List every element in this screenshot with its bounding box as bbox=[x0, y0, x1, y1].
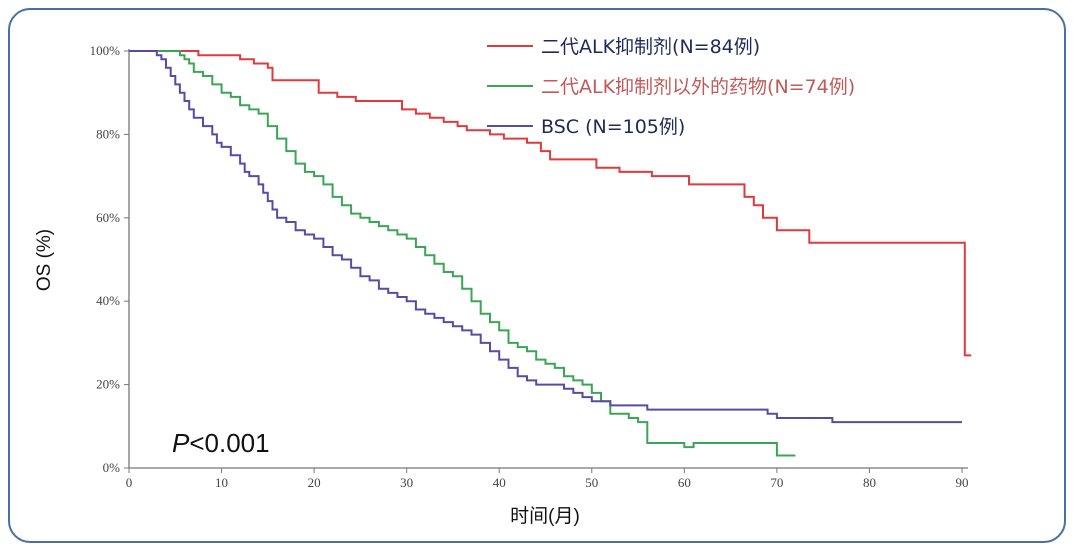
y-tick-label: 20% bbox=[96, 377, 120, 392]
p-value-number: <0.001 bbox=[189, 428, 269, 458]
series-layer bbox=[129, 50, 972, 457]
legend-label-2: 二代ALK抑制剂以外的药物(N=74例) bbox=[541, 76, 855, 98]
x-tick-label: 90 bbox=[956, 475, 969, 490]
y-tick-label: 60% bbox=[96, 210, 120, 225]
x-tick-label: 60 bbox=[678, 475, 691, 490]
x-tick-label: 0 bbox=[126, 475, 133, 490]
x-tick-label: 20 bbox=[308, 475, 321, 490]
series-line-1 bbox=[129, 50, 972, 357]
y-tick-label: 40% bbox=[96, 293, 120, 308]
x-axis-title: 时间(月) bbox=[510, 505, 580, 527]
y-tick-label: 100% bbox=[90, 43, 121, 58]
series-line-3 bbox=[129, 50, 962, 424]
x-tick-label: 70 bbox=[770, 475, 783, 490]
x-tick-label: 50 bbox=[585, 475, 598, 490]
axes: 0 10 20 30 40 50 60 70 80 90 0% 20% 40% 60% 80% 100% bbox=[90, 43, 969, 490]
x-tick-label: 10 bbox=[215, 475, 228, 490]
y-tick-label: 0% bbox=[103, 460, 121, 475]
x-tick-label: 80 bbox=[863, 475, 876, 490]
legend-label-3: BSC (N=105例) bbox=[541, 116, 685, 138]
x-tick-label: 30 bbox=[400, 475, 413, 490]
p-value-annotation: P<0.001 bbox=[172, 428, 270, 458]
y-axis-title: OS (%) bbox=[34, 229, 55, 291]
legend-label-1: 二代ALK抑制剂(N=84例) bbox=[541, 36, 760, 58]
p-value-symbol: P bbox=[172, 428, 190, 458]
x-tick-label: 40 bbox=[493, 475, 506, 490]
series-line-2 bbox=[129, 50, 796, 457]
legend: 二代ALK抑制剂(N=84例) 二代ALK抑制剂以外的药物(N=74例) BSC (… bbox=[487, 36, 855, 138]
y-tick-label: 80% bbox=[96, 126, 120, 141]
